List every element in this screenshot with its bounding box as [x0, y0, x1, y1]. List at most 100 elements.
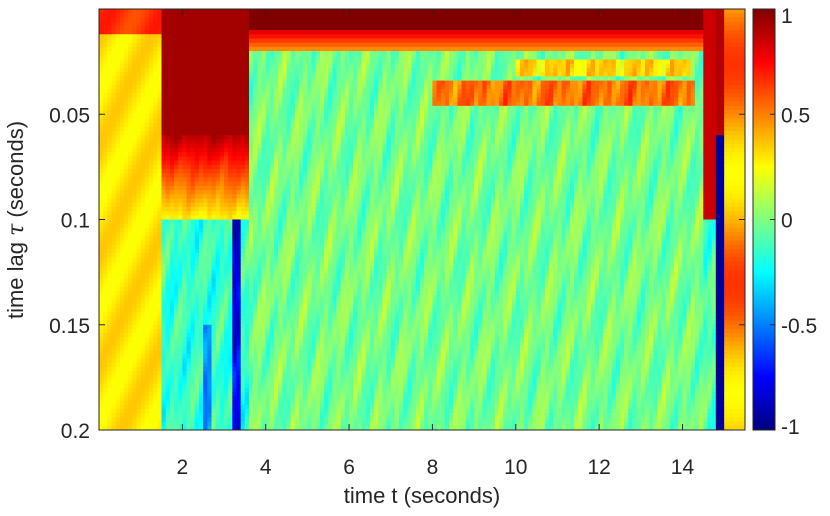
heatmap-cell — [244, 219, 250, 225]
heatmap-cell — [182, 341, 188, 347]
heatmap-cell — [224, 168, 229, 174]
heatmap-cell — [149, 38, 154, 44]
heatmap-cell — [215, 265, 221, 271]
heatmap-cell — [119, 177, 125, 183]
heatmap-cell — [136, 215, 142, 221]
heatmap-cell — [282, 362, 288, 368]
heatmap-cell — [186, 59, 192, 65]
heatmap-cell — [244, 291, 250, 296]
heatmap-cell — [249, 177, 254, 183]
heatmap-cell — [211, 320, 217, 326]
heatmap-cell — [161, 333, 167, 338]
heatmap-cell — [165, 366, 171, 372]
heatmap-cell — [290, 421, 296, 427]
heatmap-cell — [203, 185, 208, 191]
heatmap-cell — [282, 345, 288, 351]
heatmap-cell — [282, 312, 288, 317]
heatmap-cell — [228, 392, 233, 397]
heatmap-cell — [140, 379, 146, 385]
heatmap-cell — [244, 244, 250, 250]
heatmap-cell — [278, 72, 283, 77]
heatmap-cell — [274, 173, 279, 178]
heatmap-cell — [128, 42, 133, 48]
heatmap-cell — [278, 51, 283, 56]
heatmap-cell — [186, 17, 192, 23]
heatmap-cell — [203, 46, 208, 52]
heatmap-cell — [278, 291, 283, 296]
heatmap-cell — [303, 404, 308, 410]
heatmap-cell — [265, 232, 271, 237]
heatmap-cell — [240, 139, 246, 145]
heatmap-cell — [190, 232, 196, 237]
heatmap-cell — [169, 139, 175, 145]
heatmap-cell — [269, 72, 275, 77]
heatmap-cell — [128, 21, 133, 27]
heatmap-cell — [194, 42, 200, 48]
heatmap-cell — [124, 341, 129, 347]
heatmap-cell — [253, 17, 258, 23]
heatmap-cell — [140, 244, 146, 250]
heatmap-cell — [240, 358, 246, 364]
heatmap-cell — [128, 160, 133, 166]
heatmap-cell — [282, 371, 288, 376]
heatmap-cell — [269, 257, 275, 263]
heatmap-cell — [119, 274, 125, 280]
heatmap-cell — [278, 223, 283, 229]
heatmap-cell — [144, 126, 150, 132]
heatmap-cell — [103, 202, 108, 208]
heatmap-cell — [261, 286, 267, 292]
heatmap-cell — [219, 375, 225, 381]
heatmap-cell — [203, 76, 208, 82]
heatmap-cell — [236, 307, 242, 313]
heatmap-cell — [253, 333, 258, 338]
heatmap-cell — [149, 30, 154, 35]
heatmap-cell — [186, 25, 192, 31]
heatmap-cell — [203, 278, 208, 284]
heatmap-cell — [165, 59, 171, 65]
heatmap-cell — [274, 122, 279, 128]
heatmap-cell — [107, 236, 113, 242]
heatmap-cell — [257, 72, 263, 77]
heatmap-cell — [240, 80, 246, 86]
heatmap-cell — [99, 55, 104, 61]
heatmap-cell — [219, 139, 225, 145]
heatmap-cell — [124, 194, 129, 200]
heatmap-cell — [111, 400, 117, 406]
heatmap-cell — [115, 80, 121, 86]
heatmap-cell — [178, 202, 183, 208]
heatmap-cell — [165, 282, 171, 288]
heatmap-cell — [232, 320, 238, 326]
heatmap-cell — [124, 177, 129, 183]
heatmap-cell — [228, 143, 233, 149]
heatmap-cell — [236, 404, 242, 410]
heatmap-cell — [282, 261, 288, 267]
heatmap-cell — [194, 88, 200, 94]
heatmap-cell — [265, 274, 271, 280]
heatmap-cell — [228, 350, 233, 355]
heatmap-cell — [224, 25, 229, 31]
heatmap-cell — [207, 278, 213, 284]
heatmap-cell — [157, 265, 163, 271]
heatmap-cell — [165, 93, 171, 99]
heatmap-cell — [294, 417, 300, 423]
heatmap-cell — [136, 126, 142, 132]
heatmap-cell — [236, 122, 242, 128]
heatmap-cell — [136, 143, 142, 149]
heatmap-cell — [107, 84, 113, 90]
heatmap-cell — [249, 417, 254, 423]
heatmap-cell — [282, 67, 288, 73]
heatmap-cell — [174, 354, 179, 360]
heatmap-cell — [207, 333, 213, 338]
heatmap-cell — [169, 421, 175, 427]
heatmap-cell — [219, 320, 225, 326]
heatmap-cell — [161, 261, 167, 267]
heatmap-cell — [278, 114, 283, 120]
heatmap-cell — [119, 358, 125, 364]
heatmap-cell — [228, 17, 233, 23]
heatmap-cell — [199, 358, 204, 364]
heatmap-cell — [274, 67, 279, 73]
heatmap-cell — [174, 387, 179, 393]
heatmap-cell — [107, 362, 113, 368]
heatmap-cell — [119, 312, 125, 317]
heatmap-cell — [294, 185, 300, 191]
